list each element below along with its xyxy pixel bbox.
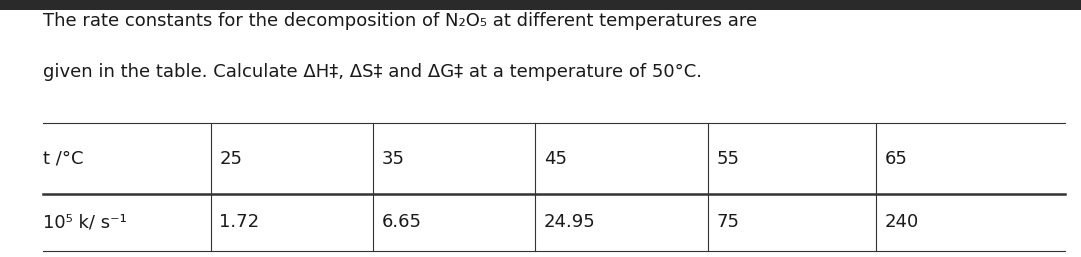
Text: 65: 65 xyxy=(884,150,907,168)
Text: The rate constants for the decomposition of N₂O₅ at different temperatures are: The rate constants for the decomposition… xyxy=(43,12,758,30)
Text: 25: 25 xyxy=(219,150,242,168)
Text: 10⁵ k/ s⁻¹: 10⁵ k/ s⁻¹ xyxy=(43,213,128,231)
Text: 24.95: 24.95 xyxy=(544,213,596,231)
Text: 35: 35 xyxy=(382,150,404,168)
Text: given in the table. Calculate ΔH‡, ΔS‡ and ΔG‡ at a temperature of 50°C.: given in the table. Calculate ΔH‡, ΔS‡ a… xyxy=(43,63,703,81)
Text: 6.65: 6.65 xyxy=(382,213,422,231)
Text: 45: 45 xyxy=(544,150,566,168)
Text: 240: 240 xyxy=(884,213,919,231)
Text: 55: 55 xyxy=(717,150,739,168)
Text: t /°C: t /°C xyxy=(43,150,83,168)
Text: 1.72: 1.72 xyxy=(219,213,259,231)
Text: 75: 75 xyxy=(717,213,739,231)
